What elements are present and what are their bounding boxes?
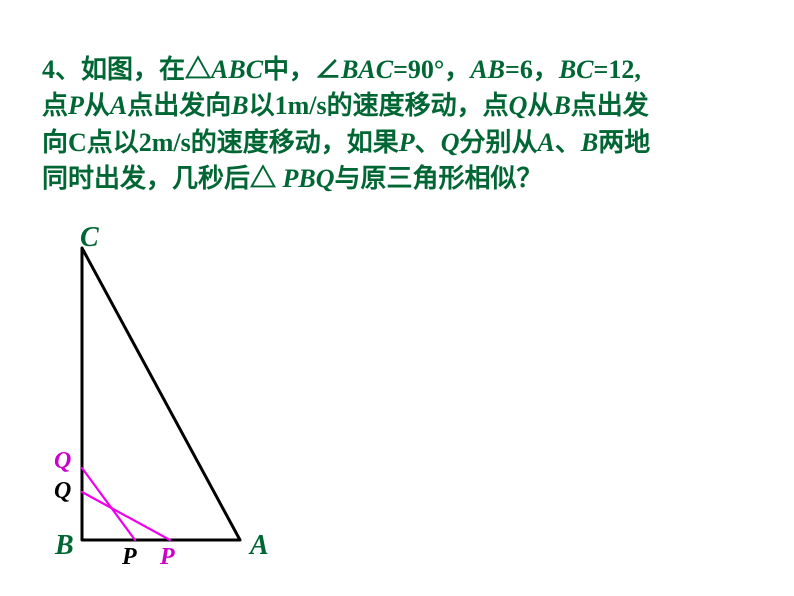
label-Q-upper: Q xyxy=(54,448,71,475)
problem-text: 4、如图，在△ABC中，∠BAC=90°，AB=6，BC=12, 点P从A点出发… xyxy=(42,52,762,198)
label-C: C xyxy=(80,222,99,254)
num: 4 xyxy=(42,55,55,84)
label-P1: P xyxy=(122,544,137,571)
label-B: B xyxy=(55,530,74,562)
geometry-diagram: C B A Q Q P P xyxy=(40,230,320,580)
triangle-svg xyxy=(40,230,320,580)
label-Q-lower: Q xyxy=(54,478,71,505)
label-P2: P xyxy=(160,544,175,571)
label-A: A xyxy=(250,530,269,562)
